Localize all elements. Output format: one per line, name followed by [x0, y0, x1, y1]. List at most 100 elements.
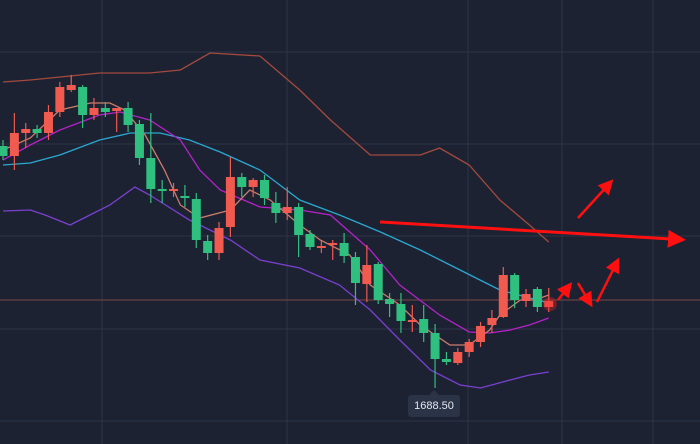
candle-body [510, 275, 520, 300]
candle-body [214, 228, 224, 253]
candle-body [441, 359, 451, 362]
candle-down [146, 113, 156, 203]
candle-body [521, 294, 531, 301]
candle-down [271, 192, 281, 223]
candle-down [0, 140, 8, 160]
candle-down [100, 102, 110, 117]
candle-up [169, 183, 179, 197]
candle-body [464, 342, 474, 352]
candle-up [487, 310, 497, 333]
candle-body [487, 318, 497, 325]
candle-up [544, 288, 554, 312]
candle-body [55, 87, 65, 112]
candle-body [203, 241, 213, 253]
candle-body [498, 275, 508, 317]
candle-up [248, 178, 258, 197]
candle-up [476, 322, 486, 347]
arrow-annotations [379, 179, 686, 311]
candle-up [521, 289, 531, 307]
candle-body [180, 196, 190, 198]
candle-down [32, 125, 42, 138]
candle-down [134, 120, 144, 165]
arrow-up-d [595, 257, 620, 303]
candle-body [396, 304, 406, 321]
candle-body [100, 108, 110, 112]
candle-body [146, 158, 156, 189]
candle-body [21, 129, 31, 133]
candle-body [112, 108, 122, 111]
candle-body [225, 177, 235, 227]
candle-up [55, 82, 65, 117]
candle-body [66, 85, 76, 90]
candle-down [532, 287, 542, 312]
candle-body [407, 320, 417, 322]
candle-body [157, 189, 167, 191]
candle-down [430, 324, 440, 388]
candle-down [373, 262, 383, 304]
arrow-down-c [576, 282, 593, 308]
low-price-label: 1688.50 [408, 390, 460, 417]
candle-body [260, 180, 270, 198]
candle-down [191, 193, 201, 248]
candle-up [9, 113, 19, 170]
candle-body [0, 146, 8, 156]
candle-body [362, 265, 372, 284]
candle-body [430, 333, 440, 359]
candle-body [237, 177, 247, 187]
candle-body [339, 243, 349, 256]
candle-up [214, 222, 224, 260]
candle-down [441, 352, 451, 365]
candle-body [373, 264, 383, 300]
candle-down [305, 230, 315, 250]
last-price-glow [543, 297, 557, 311]
candle-body [248, 180, 258, 187]
candle-body [316, 246, 326, 248]
candle-body [134, 124, 144, 158]
candle-up [328, 240, 338, 260]
candle-down [260, 175, 270, 205]
candle-up [43, 105, 53, 140]
candle-body [271, 203, 281, 213]
candle-down [237, 173, 247, 197]
candle-body [419, 319, 429, 333]
candle-down [339, 233, 349, 263]
candle-body [328, 243, 338, 245]
candle-body [9, 133, 19, 156]
candle-up [89, 98, 99, 120]
candle-body [453, 352, 463, 363]
candle-body [191, 199, 201, 240]
candle-body [123, 108, 133, 125]
candle-up [407, 305, 417, 332]
candle-down [385, 293, 395, 317]
candle-body [385, 299, 395, 304]
candle-up [225, 157, 235, 237]
candle-up [362, 245, 372, 302]
line-ma5 [2, 102, 549, 346]
candle-down [123, 102, 133, 132]
line-bollinger-upper [2, 52, 550, 243]
candle-down [294, 203, 304, 257]
candles [0, 75, 554, 388]
candle-body [43, 112, 53, 133]
candle-up [282, 187, 292, 220]
candle-body [476, 326, 486, 342]
candle-body [282, 207, 292, 213]
candle-body [544, 301, 554, 307]
candle-down [419, 305, 429, 342]
candle-body [32, 129, 42, 133]
arrow-up-b [556, 282, 573, 301]
candle-body [169, 189, 179, 191]
candle-up [498, 267, 508, 318]
candle-up [66, 75, 76, 92]
line-bollinger-middle [2, 132, 549, 304]
candle-body [78, 87, 88, 115]
candle-down [203, 235, 213, 260]
candle-down [157, 180, 167, 203]
candle-body [532, 289, 542, 307]
candle-down [350, 252, 360, 305]
candle-down [396, 293, 406, 333]
candle-up [464, 339, 474, 357]
